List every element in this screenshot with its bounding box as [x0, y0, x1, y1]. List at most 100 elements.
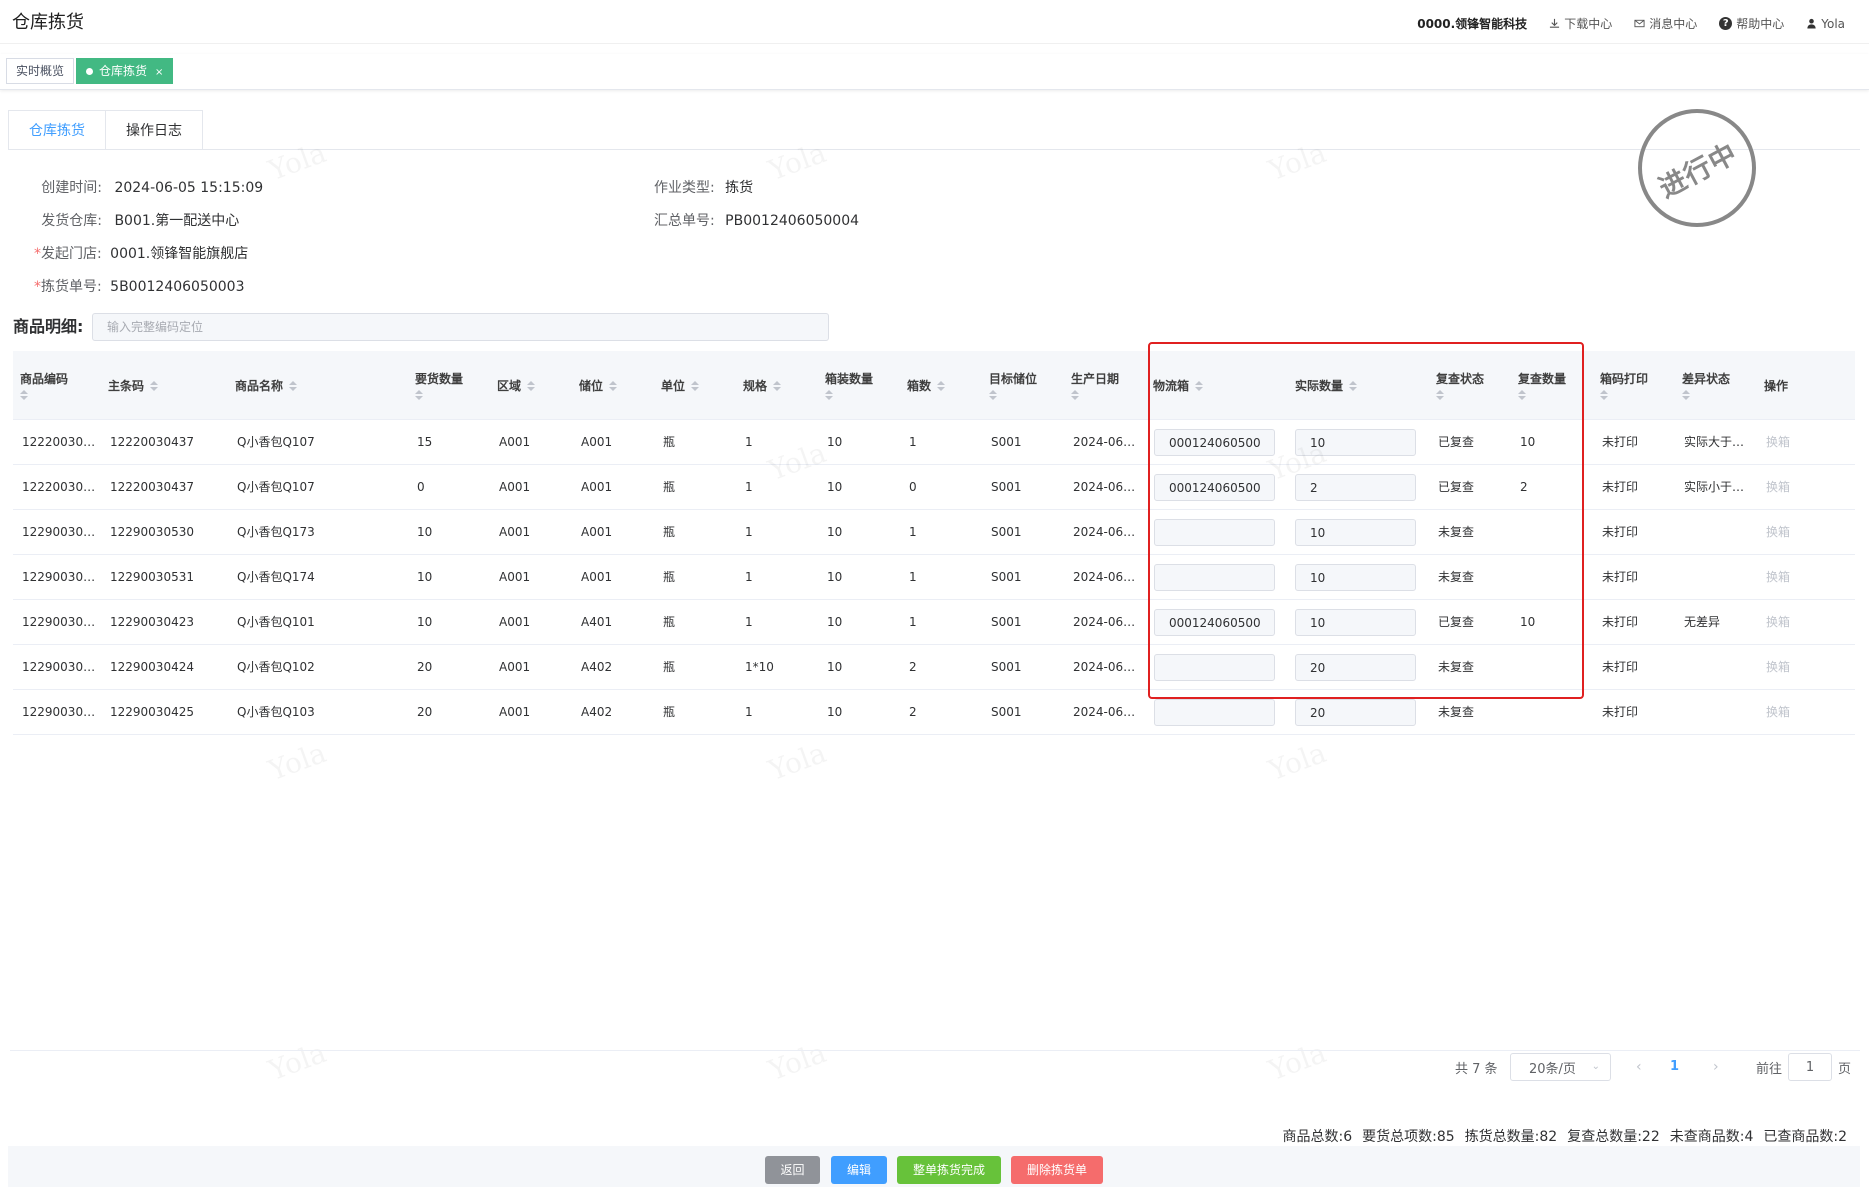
user-menu[interactable]: Yola: [1806, 17, 1845, 31]
change-box-link[interactable]: 换箱: [1766, 660, 1791, 674]
sort-icon[interactable]: [150, 379, 159, 393]
sort-icon[interactable]: [609, 379, 618, 393]
cell-barcode: 12290030531: [110, 570, 194, 584]
col-header-location[interactable]: 储位: [572, 351, 618, 420]
cell-area: A001: [499, 480, 531, 494]
sort-icon[interactable]: [1518, 388, 1526, 402]
cell-area: A001: [499, 660, 531, 674]
actual-qty-input[interactable]: [1295, 519, 1416, 546]
col-header-boxes[interactable]: 箱数: [900, 351, 946, 420]
message-center-link[interactable]: 消息中心: [1634, 15, 1697, 32]
actual-qty-input[interactable]: [1295, 699, 1416, 726]
company-name[interactable]: 0000.领锋智能科技: [1417, 17, 1528, 31]
sort-icon[interactable]: [773, 379, 782, 393]
logistics-box-input[interactable]: [1154, 519, 1275, 546]
close-icon[interactable]: ×: [155, 67, 164, 78]
logistics-box-input[interactable]: [1154, 564, 1275, 591]
logistics-box-input[interactable]: [1154, 699, 1275, 726]
info-job-type: 作业类型: 拣货: [654, 177, 753, 197]
prev-page-button[interactable]: ‹: [1636, 1059, 1642, 1075]
logistics-box-input[interactable]: [1154, 654, 1275, 681]
col-header-code[interactable]: 商品编码: [13, 351, 68, 420]
col-header-prod-date[interactable]: 生产日期: [1064, 351, 1119, 420]
edit-button[interactable]: 编辑: [831, 1156, 887, 1184]
change-box-link[interactable]: 换箱: [1766, 525, 1791, 539]
col-header-barcode[interactable]: 主条码: [101, 351, 159, 420]
change-box-link[interactable]: 换箱: [1766, 615, 1791, 629]
sort-icon[interactable]: [1349, 379, 1358, 393]
cell-recheck-status: 已复查: [1438, 435, 1475, 449]
sort-icon[interactable]: [1071, 388, 1079, 402]
watermark: Yola: [1264, 736, 1330, 787]
sort-icon[interactable]: [527, 379, 536, 393]
tab-operation-log[interactable]: 操作日志: [106, 110, 203, 150]
tab-warehouse-picking[interactable]: 仓库拣货: [8, 110, 106, 150]
col-header-name[interactable]: 商品名称: [228, 351, 298, 420]
sort-icon[interactable]: [1682, 388, 1690, 402]
product-locate-input[interactable]: [92, 313, 829, 341]
sort-icon[interactable]: [1195, 379, 1204, 393]
change-box-link[interactable]: 换箱: [1766, 705, 1791, 719]
actual-qty-input[interactable]: [1295, 429, 1416, 456]
actual-qty-input[interactable]: [1295, 564, 1416, 591]
cell-recheck-qty: [1511, 510, 1593, 555]
back-button[interactable]: 返回: [765, 1156, 820, 1184]
sort-icon[interactable]: [415, 388, 423, 402]
actual-qty-input[interactable]: [1295, 609, 1416, 636]
logistics-box-input[interactable]: [1154, 474, 1275, 501]
cell-location: A402: [581, 660, 613, 674]
goto-page-input[interactable]: [1788, 1053, 1832, 1081]
logistics-box-input[interactable]: [1154, 609, 1275, 636]
sort-icon[interactable]: [825, 388, 833, 402]
page-number-current[interactable]: 1: [1670, 1059, 1680, 1074]
info-label: 拣货单号:: [41, 279, 102, 295]
change-box-link[interactable]: 换箱: [1766, 480, 1791, 494]
cell-req-qty: 10: [417, 525, 433, 539]
change-box-link[interactable]: 换箱: [1766, 570, 1791, 584]
delete-picking-button[interactable]: 删除拣货单: [1011, 1156, 1103, 1184]
col-header-spec[interactable]: 规格: [736, 351, 782, 420]
sort-icon[interactable]: [20, 388, 28, 402]
help-center-link[interactable]: ? 帮助中心: [1719, 15, 1784, 32]
page-size-select[interactable]: 20条/页 ⌄: [1510, 1053, 1611, 1081]
info-value: B001.第一配送中心: [114, 213, 240, 229]
info-summary-no: 汇总单号: PB0012406050004: [654, 210, 859, 230]
cell-name: Q小香包Q107: [237, 435, 315, 449]
change-box-link[interactable]: 换箱: [1766, 435, 1791, 449]
cell-box-print: 未打印: [1602, 705, 1639, 719]
col-header-unit[interactable]: 单位: [654, 351, 700, 420]
cell-diff-status: [1675, 690, 1757, 735]
cell-barcode: 12220030437: [110, 480, 194, 494]
download-center-link[interactable]: 下载中心: [1549, 15, 1612, 32]
cell-boxes: 1: [909, 570, 917, 584]
col-header-box-qty[interactable]: 箱装数量: [818, 351, 873, 420]
actual-qty-input[interactable]: [1295, 474, 1416, 501]
cell-recheck-status: 未复查: [1438, 660, 1475, 674]
next-page-button[interactable]: ›: [1713, 1059, 1719, 1075]
logistics-box-input[interactable]: [1154, 429, 1275, 456]
sort-icon[interactable]: [1600, 388, 1608, 402]
col-header-actual-qty[interactable]: 实际数量: [1288, 351, 1358, 420]
page-tag-overview[interactable]: 实时概览: [6, 58, 75, 84]
actual-qty-input[interactable]: [1295, 654, 1416, 681]
sort-icon[interactable]: [989, 388, 997, 402]
col-header-recheck-qty[interactable]: 复查数量: [1511, 351, 1566, 420]
col-header-area[interactable]: 区域: [490, 351, 536, 420]
info-value: 拣货: [725, 180, 754, 196]
col-header-target-loc[interactable]: 目标储位: [982, 351, 1037, 420]
sort-icon[interactable]: [691, 379, 700, 393]
col-header-req-qty[interactable]: 要货数量: [408, 351, 463, 420]
sort-icon[interactable]: [937, 379, 946, 393]
page-tag-warehouse-picking[interactable]: 仓库拣货 ×: [76, 58, 174, 84]
cell-barcode: 12290030425: [110, 705, 194, 719]
col-header-logistics-box[interactable]: 物流箱: [1146, 351, 1204, 420]
complete-picking-button[interactable]: 整单拣货完成: [897, 1156, 1001, 1184]
col-header-box-print[interactable]: 箱码打印: [1593, 351, 1648, 420]
col-header-recheck-status[interactable]: 复查状态: [1429, 351, 1484, 420]
cell-spec: 1: [745, 480, 753, 494]
col-header-diff-status[interactable]: 差异状态: [1675, 351, 1730, 420]
watermark: Yola: [264, 1036, 330, 1087]
status-stamp-text: 进行中: [1654, 137, 1743, 205]
sort-icon[interactable]: [289, 379, 298, 393]
sort-icon[interactable]: [1436, 388, 1444, 402]
